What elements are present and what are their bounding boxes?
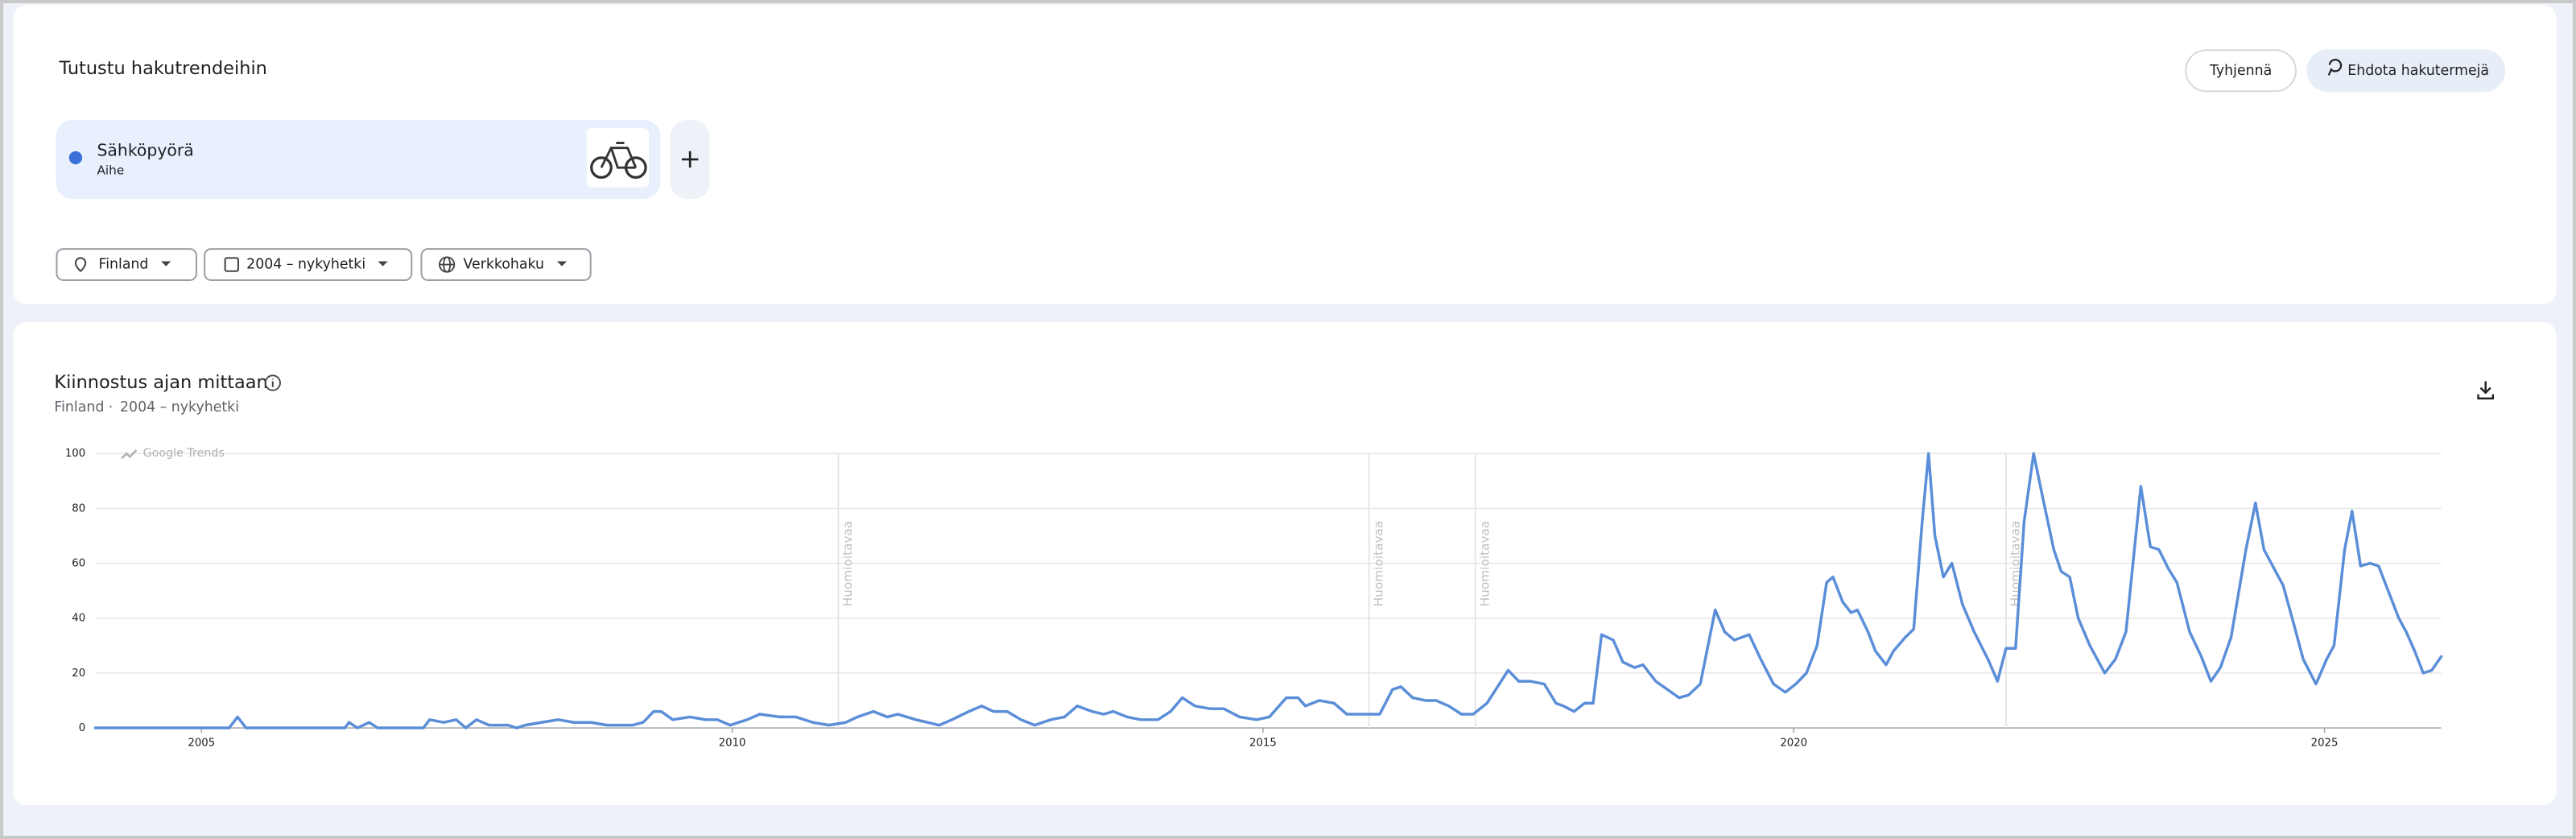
- term-kind: Aihe: [97, 163, 124, 178]
- annotation-label: Huomioitavaa: [840, 521, 855, 606]
- chart-subtitle-time: 2004 – nykyhetki: [120, 399, 239, 415]
- explore-card: [13, 5, 2557, 304]
- chart-subtitle-region: Finland: [54, 399, 104, 415]
- y-tick-label: 0: [79, 722, 85, 734]
- dropdown-arrow: [161, 261, 171, 267]
- plot: 0 20 40 60 80 100 2005 2010 2015 2020 2025 Huomioit…: [65, 447, 2443, 749]
- suggest-button-label[interactable]: Ehdota hakutermejä: [2347, 63, 2489, 79]
- dropdown-arrow: [378, 261, 388, 267]
- dropdown-arrow: [556, 261, 568, 267]
- y-tick-label: 100: [65, 448, 85, 460]
- time-filter-label[interactable]: 2004 – nykyhetki: [246, 257, 365, 273]
- chart-subtitle-separator: ·: [109, 399, 114, 415]
- clear-button[interactable]: [2185, 49, 2297, 93]
- chart-title: Kiinnostus ajan mittaan: [54, 372, 267, 393]
- page-title: Tutustu hakutrendeihin: [59, 58, 267, 79]
- suggest-button[interactable]: [2306, 49, 2506, 93]
- region-filter[interactable]: [56, 248, 197, 281]
- x-tick-label: 2015: [1249, 737, 1277, 749]
- clear-button-label[interactable]: Tyhjennä: [2209, 63, 2272, 79]
- calendar-icon: [224, 257, 239, 272]
- y-tick-label: 40: [72, 613, 85, 625]
- watermark-icon: [121, 449, 138, 460]
- x-tick-label: 2005: [188, 737, 215, 749]
- time-filter[interactable]: [204, 248, 413, 281]
- globe-icon: [439, 256, 456, 273]
- suggest-icon: [2327, 59, 2343, 76]
- search-type-label[interactable]: Verkkohaku: [464, 257, 544, 273]
- term-color-dot: [68, 151, 83, 165]
- info-icon[interactable]: [264, 374, 281, 391]
- annotation-label: Huomioitavaa: [1477, 521, 1492, 606]
- region-filter-label[interactable]: Finland: [99, 257, 149, 273]
- x-tick-label: 2025: [2311, 737, 2339, 749]
- term-name[interactable]: Sähköpyörä: [97, 141, 193, 160]
- add-term-icon: [681, 151, 699, 168]
- search-type-filter[interactable]: [420, 248, 592, 281]
- y-tick-label: 20: [72, 667, 85, 680]
- term-chip[interactable]: [56, 119, 661, 199]
- x-tick-label: 2010: [719, 737, 746, 749]
- watermark: Google Trends: [143, 447, 225, 460]
- download-button[interactable]: [2477, 381, 2495, 400]
- annotation-label: Huomioitavaa: [1372, 521, 1386, 606]
- trend-line: [93, 452, 2443, 729]
- y-tick-label: 80: [72, 502, 85, 515]
- y-tick-label: 60: [72, 558, 85, 570]
- pin-icon: [74, 257, 87, 273]
- term-image: [586, 128, 650, 188]
- x-tick-label: 2020: [1780, 737, 1807, 749]
